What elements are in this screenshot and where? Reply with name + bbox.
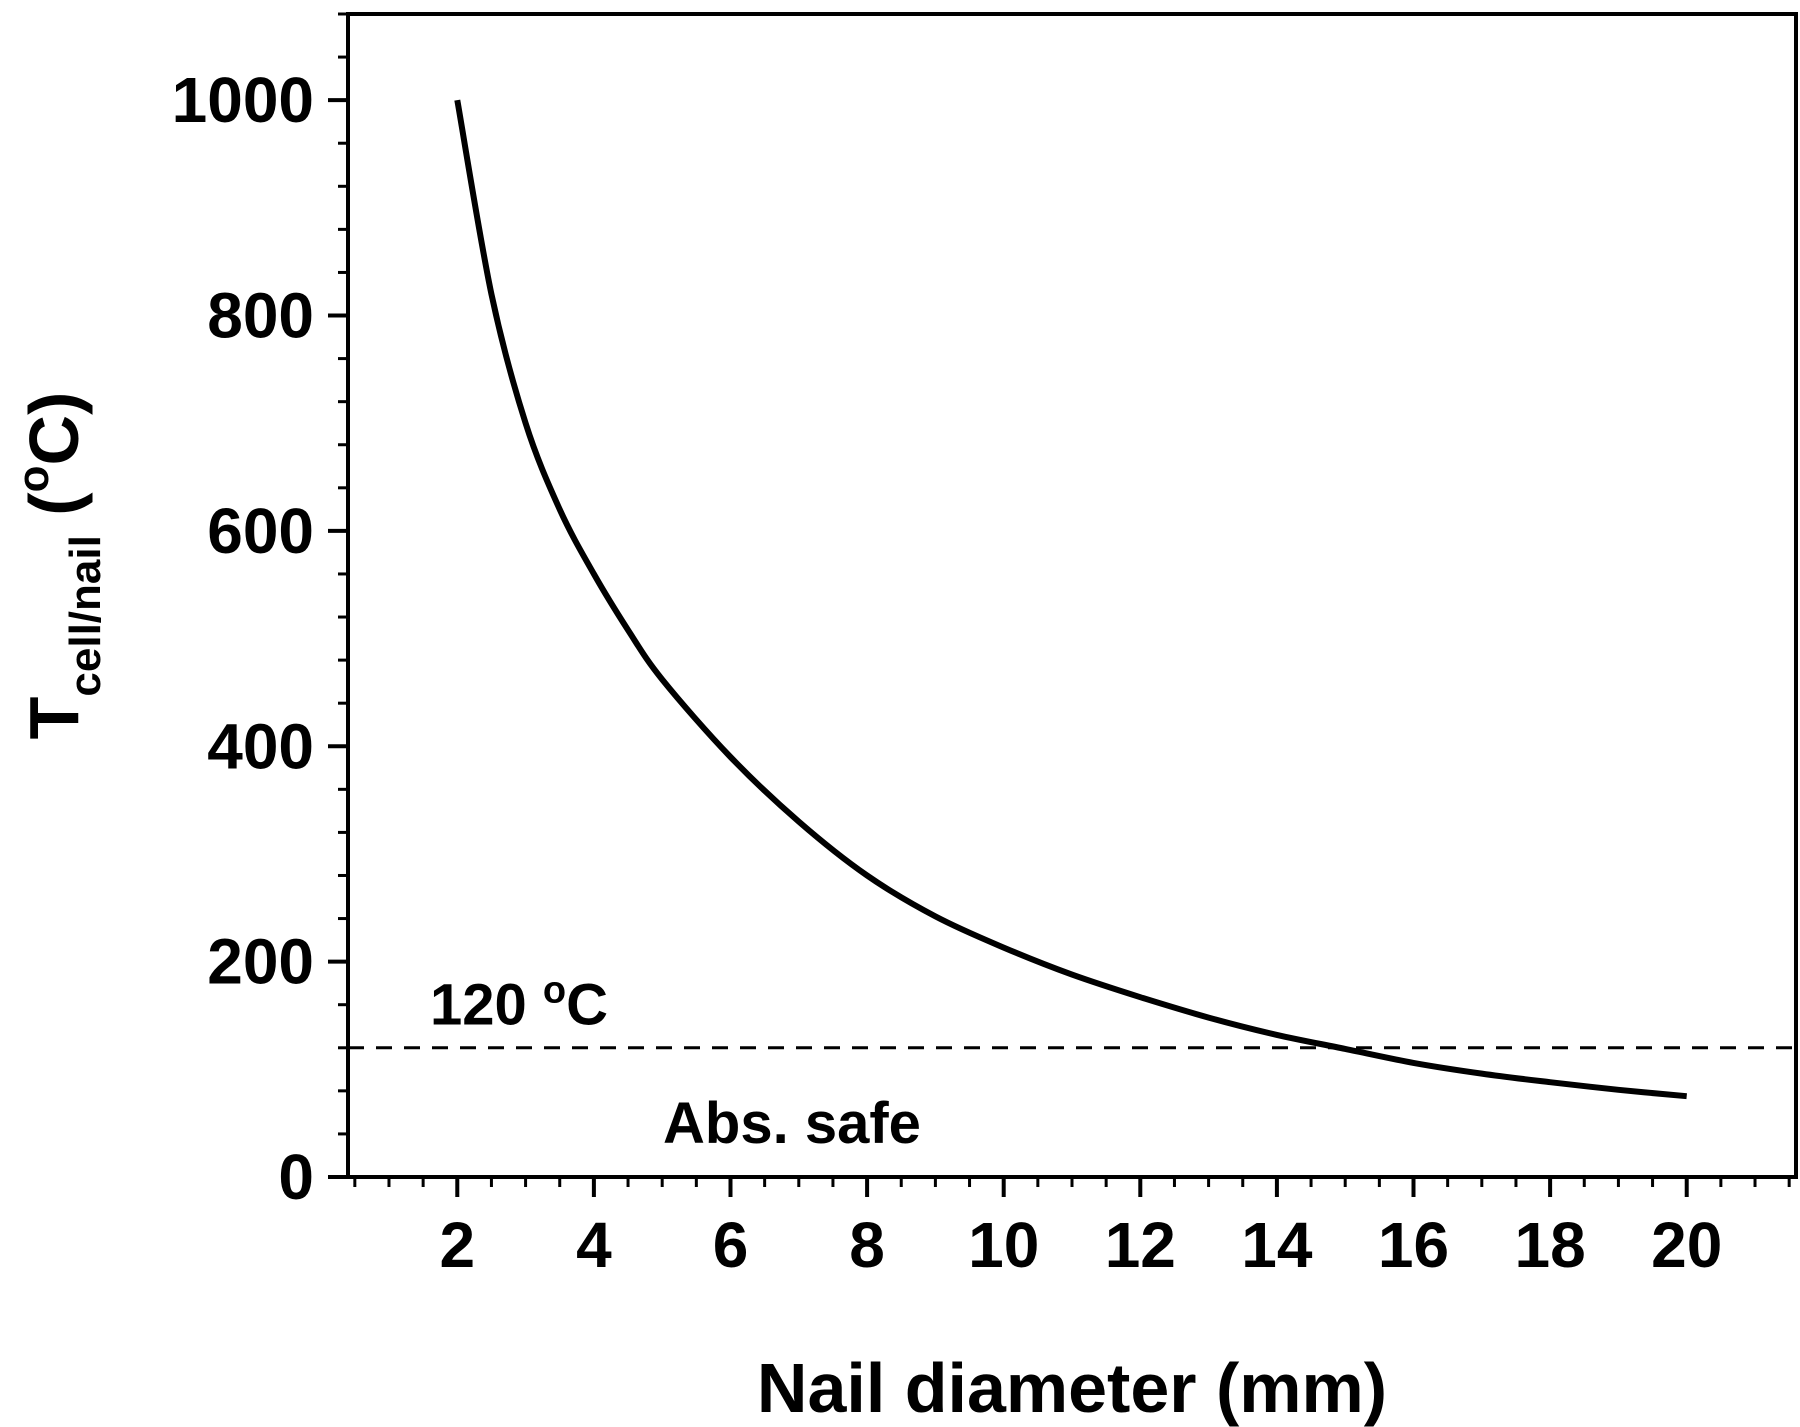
x-tick-label: 12 (1105, 1209, 1176, 1281)
x-tick-label: 20 (1651, 1209, 1722, 1281)
reference-line-degree: o (543, 970, 566, 1012)
reference-line-label: 120 oC (430, 970, 608, 1038)
y-tick-label: 800 (207, 280, 314, 352)
y-axis-title-degree: o (9, 466, 58, 493)
y-axis-title-close: C) (15, 392, 93, 466)
x-axis-title: Nail diameter (mm) (757, 1349, 1387, 1427)
x-tick-label: 6 (713, 1209, 749, 1281)
y-tick-label: 200 (207, 926, 314, 998)
y-axis-title-subscript: cell/nail (61, 535, 110, 696)
y-major-ticks (328, 98, 348, 1179)
x-tick-label: 16 (1378, 1209, 1449, 1281)
y-tick-label: 0 (278, 1141, 314, 1213)
plot-frame (346, 12, 1798, 1179)
x-tick-label: 14 (1241, 1209, 1313, 1281)
y-tick-label: 1000 (172, 64, 314, 136)
y-axis-title: Tcell/nail (oC) (9, 392, 110, 740)
x-tick-label: 4 (576, 1209, 612, 1281)
x-major-ticks (455, 1177, 1689, 1197)
y-tick-label: 600 (207, 495, 314, 567)
x-tick-label: 18 (1515, 1209, 1586, 1281)
x-minor-ticks (353, 1177, 1791, 1187)
x-tick-label: 8 (849, 1209, 885, 1281)
x-tick-label: 10 (968, 1209, 1039, 1281)
reference-line-unit: C (566, 973, 608, 1038)
y-axis-title-main: T (15, 697, 93, 740)
series-line (454, 99, 1687, 1100)
region-label-abs-safe: Abs. safe (663, 1091, 921, 1156)
y-axis-title-open: ( (15, 492, 93, 535)
y-tick-labels: 0 200 400 600 800 1000 (172, 64, 314, 1213)
y-tick-label: 400 (207, 710, 314, 782)
reference-line-value: 120 (430, 973, 543, 1038)
x-tick-label: 2 (439, 1209, 475, 1281)
x-tick-labels: 2 4 6 8 10 12 14 16 18 20 (439, 1209, 1722, 1281)
